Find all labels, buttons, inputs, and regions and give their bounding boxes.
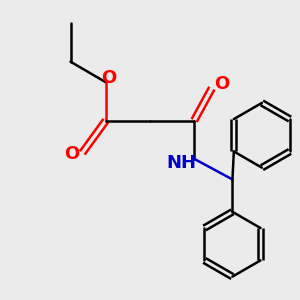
Text: O: O	[214, 75, 230, 93]
Text: NH: NH	[166, 154, 196, 172]
Text: O: O	[64, 146, 80, 164]
Text: O: O	[101, 69, 116, 87]
